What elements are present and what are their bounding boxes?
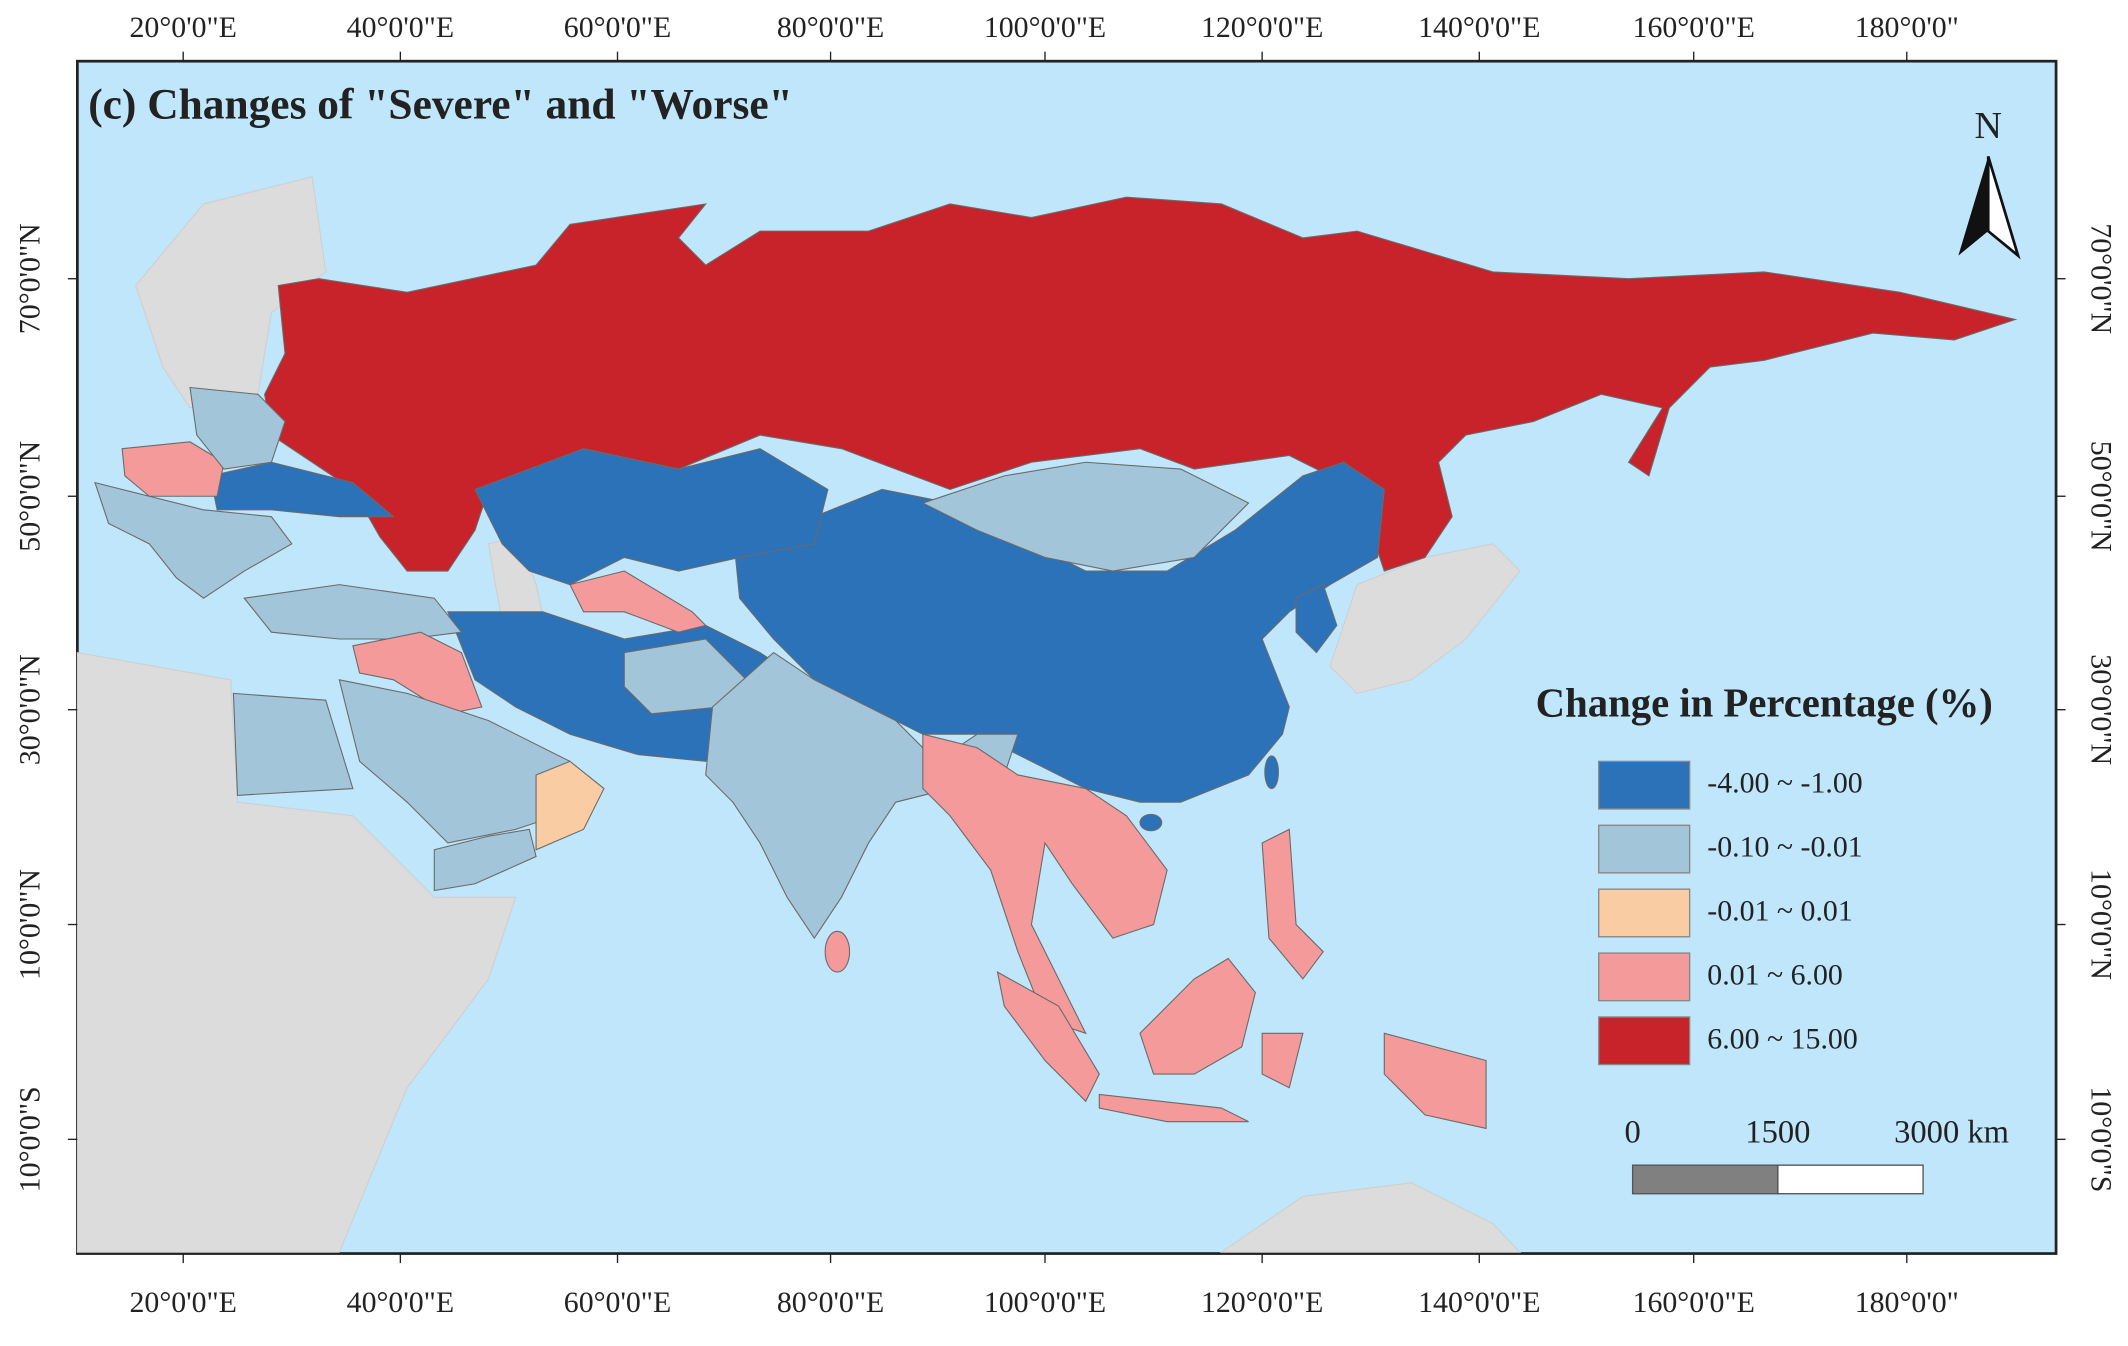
north-arrow-right (1986, 155, 2021, 260)
bottom-lon-label: 60°0'0"E (564, 1286, 671, 1319)
top-lon-label: 140°0'0"E (1418, 11, 1540, 44)
japan (1329, 543, 1521, 694)
legend-swatch (1598, 952, 1691, 1002)
top-lon-label: 60°0'0"E (564, 11, 671, 44)
new-guinea (1383, 1032, 1487, 1130)
india (705, 651, 1019, 940)
sumatra (996, 971, 1100, 1103)
top-lon-label: 180°0'0" (1855, 11, 1959, 44)
sulawesi (1261, 1032, 1304, 1089)
taiwan (1264, 755, 1279, 790)
legend-label: -0.01 ~ 0.01 (1707, 894, 1852, 927)
oman (535, 760, 605, 851)
map-title: (c) Changes of "Severe" and "Worse" (88, 81, 793, 129)
left-lat-label: 30°0'0"N (13, 654, 46, 765)
top-lon-label: 80°0'0"E (777, 11, 884, 44)
right-lat-label: 10°0'0"S (2084, 1086, 2117, 1192)
scale-bar-light (1777, 1164, 1924, 1195)
scandinavia (135, 176, 327, 409)
scale-label: 0 (1625, 1115, 1641, 1151)
north-arrow-left (1958, 156, 1989, 256)
north-label: N (1974, 105, 2001, 147)
mongolia (921, 461, 1250, 572)
africa (76, 651, 517, 1253)
left-lat-label: 10°0'0"S (13, 1086, 46, 1192)
scale-label: 3000 km (1894, 1115, 2009, 1151)
top-lon-label: 120°0'0"E (1201, 11, 1323, 44)
europe (94, 481, 293, 599)
kazakhstan (474, 448, 829, 586)
iraq (352, 631, 483, 715)
philippines (1261, 828, 1324, 980)
bottom-lon-label: 180°0'0" (1855, 1286, 1959, 1319)
scale-label: 1500 (1745, 1115, 1810, 1151)
legend-label: 6.00 ~ 15.00 (1707, 1022, 1857, 1055)
egypt (232, 692, 354, 796)
legend-swatch (1598, 888, 1691, 938)
top-lon-label: 100°0'0"E (984, 11, 1106, 44)
scale-bar-dark (1631, 1164, 1779, 1195)
australia (1219, 1182, 1522, 1253)
top-lon-label: 40°0'0"E (347, 11, 454, 44)
sri-lanka (824, 930, 851, 973)
yemen (433, 828, 537, 892)
north-arrow: N (1958, 105, 2021, 260)
ukraine (209, 461, 396, 518)
java (1098, 1093, 1249, 1123)
bottom-lon-label: 160°0'0"E (1633, 1286, 1755, 1319)
right-lat-label: 30°0'0"N (2084, 654, 2117, 765)
korea (1295, 583, 1338, 654)
bottom-lon-label: 120°0'0"E (1201, 1286, 1323, 1319)
poland (121, 441, 225, 497)
russia (264, 196, 2018, 572)
top-lon-label: 20°0'0"E (129, 11, 236, 44)
scale-bar (1631, 1164, 1924, 1195)
regions (94, 196, 2018, 1130)
left-lat-label: 50°0'0"N (13, 441, 46, 552)
right-lat-label: 70°0'0"N (2084, 223, 2117, 334)
legend-label: -4.00 ~ -1.00 (1707, 767, 1862, 800)
uzbekistan (569, 570, 707, 633)
left-lat-label: 10°0'0"N (13, 869, 46, 980)
legend-swatch (1598, 1016, 1691, 1066)
bottom-lon-label: 100°0'0"E (984, 1286, 1106, 1319)
top-lon-label: 160°0'0"E (1633, 11, 1755, 44)
legend-title: Change in Percentage (%) (1536, 680, 1993, 725)
right-lat-label: 10°0'0"N (2084, 869, 2117, 980)
baltic (189, 386, 286, 470)
right-lat-label: 50°0'0"N (2084, 441, 2117, 552)
turkey (243, 584, 463, 640)
legend-label: 0.01 ~ 6.00 (1707, 958, 1843, 991)
left-lat-label: 70°0'0"N (13, 223, 46, 334)
bottom-lon-label: 140°0'0"E (1418, 1286, 1540, 1319)
bottom-lon-label: 40°0'0"E (347, 1286, 454, 1319)
legend-swatch (1598, 760, 1691, 810)
borneo (1139, 957, 1256, 1075)
bottom-lon-label: 80°0'0"E (777, 1286, 884, 1319)
legend-label: -0.10 ~ -0.01 (1707, 831, 1862, 864)
background-land (76, 176, 1522, 1253)
southeast-asia (922, 733, 1168, 1035)
hainan (1139, 813, 1163, 832)
bottom-lon-label: 20°0'0"E (129, 1286, 236, 1319)
legend-swatch (1598, 824, 1691, 874)
